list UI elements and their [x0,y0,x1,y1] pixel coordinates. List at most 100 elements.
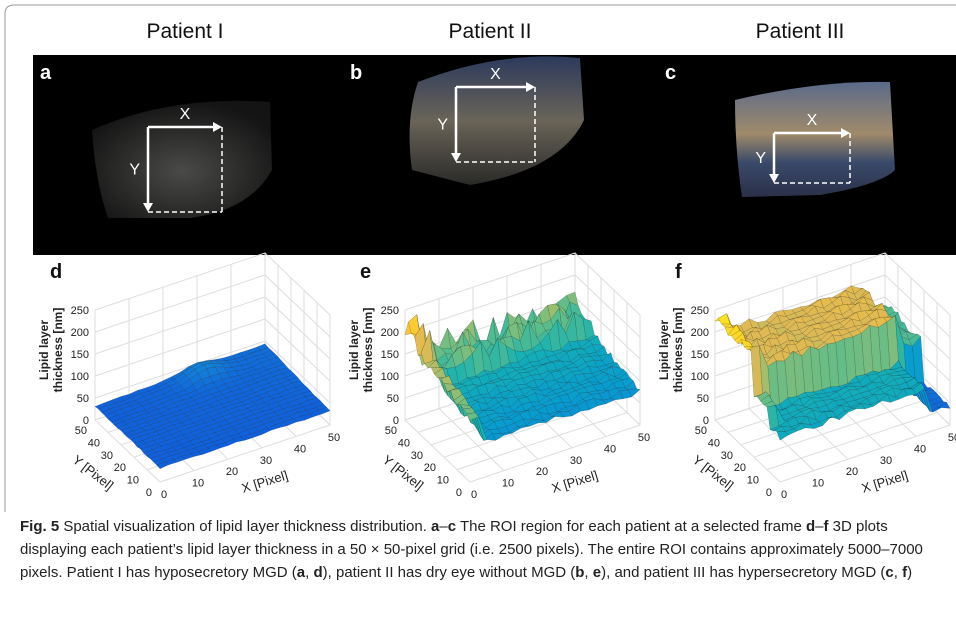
photo-y-label: Y [129,162,140,179]
caption-text: Spatial visualization of lipid layer thi… [59,518,431,535]
x-axis-title: X [Pixel] [860,467,910,495]
surface-plot: 0501001502002500102030405001020304050Y [… [37,253,340,501]
x-tick-label: 40 [604,443,616,455]
z-tick-label: 200 [381,327,399,339]
panel-title: Patient I [146,20,223,43]
x-tick-label: 50 [328,432,340,444]
photo-x-label: X [807,112,818,129]
surface-plot: 0501001502002500102030405001020304050Y [… [347,253,650,501]
caption-text: e [593,564,601,581]
x-tick-label: 40 [914,443,926,455]
y-tick-label: 50 [385,425,397,437]
z-tick-label: 200 [71,327,89,339]
y-tick-label: 30 [101,450,113,462]
surface-cell [718,314,730,324]
x-tick-label: 30 [260,455,272,467]
y-tick-label: 10 [747,475,759,487]
x-tick-label: 50 [948,432,956,444]
photo-y-label: Y [437,117,448,134]
panel-letter: f [675,261,682,283]
caption-text: , [584,564,592,581]
z-tick-label: 100 [691,371,709,383]
y-tick-label: 10 [437,475,449,487]
y-tick-label: 50 [695,425,707,437]
panel-title: Patient III [756,20,845,43]
z-axis-title: thickness [nm] [671,308,685,393]
panel-letter: b [350,62,362,84]
caption: Fig. 5 Spatial visualization of lipid la… [20,515,946,584]
page: {"panels": [ {"title": "Patient I", "pho… [0,0,956,620]
caption-text: The ROI region for each patient at a sel… [456,518,806,535]
x-tick-label: 20 [536,466,548,478]
caption-text: c [448,518,456,535]
y-tick-label: 0 [766,487,772,499]
y-tick-label: 20 [734,462,746,474]
z-tick-label: 150 [71,349,89,361]
surface-plot: 0501001502002500102030405001020304050Y [… [657,253,956,501]
caption-text: , [894,564,902,581]
z-axis-title: Lipid layer [657,320,671,380]
y-tick-label: 40 [708,437,720,449]
caption-text: – [815,518,823,535]
caption-text: ) [907,564,912,581]
caption-text: a [297,564,305,581]
x-axis-title: X [Pixel] [240,467,290,495]
panel-title: Patient II [449,20,532,43]
y-tick-label: 10 [127,475,139,487]
z-tick-label: 250 [71,305,89,317]
x-tick-label: 20 [846,466,858,478]
photo-x-label: X [180,106,191,123]
photo-y-label: Y [755,150,766,167]
z-tick-label: 100 [71,371,89,383]
x-tick-label: 40 [294,443,306,455]
x-tick-label: 0 [471,489,477,501]
y-tick-label: 50 [75,425,87,437]
caption-text: ), and patient III has hypersecretory MG… [601,564,885,581]
x-tick-label: 0 [781,489,787,501]
x-tick-label: 0 [161,489,167,501]
z-tick-label: 50 [387,393,399,405]
x-tick-label: 50 [638,432,650,444]
z-axis-title: Lipid layer [37,320,51,380]
y-tick-label: 20 [424,462,436,474]
grid-line [405,253,640,315]
y-tick-label: 40 [88,437,100,449]
grid-line [95,275,330,337]
grid-line [95,253,330,315]
caption-text: c [885,564,893,581]
x-tick-label: 20 [226,466,238,478]
x-tick-label: 10 [192,478,204,490]
panel-letter: a [40,62,52,84]
figure: Patient I a X Yd Patient II b X Ye Patient III c X… [0,0,956,512]
eye-photo [735,82,895,197]
z-axis-title: Lipid layer [347,320,361,380]
z-tick-label: 50 [697,393,709,405]
caption-text: – [439,518,447,535]
y-tick-label: 30 [721,450,733,462]
z-tick-label: 50 [77,393,89,405]
panel-letter: d [50,261,62,283]
caption-text: d [806,518,815,535]
z-tick-label: 150 [691,349,709,361]
y-tick-label: 30 [411,450,423,462]
x-tick-label: 30 [570,455,582,467]
x-tick-label: 30 [880,455,892,467]
y-tick-label: 20 [114,462,126,474]
y-tick-label: 0 [146,487,152,499]
x-tick-label: 10 [502,478,514,490]
z-axis-title: thickness [nm] [361,308,375,393]
caption-text: Fig. 5 [20,518,59,535]
y-tick-label: 0 [456,487,462,499]
panel-letter: c [665,62,676,84]
z-tick-label: 200 [691,327,709,339]
z-tick-label: 250 [381,305,399,317]
x-tick-label: 10 [812,478,824,490]
panel-letter: e [360,261,371,283]
grid-line [95,297,330,359]
z-tick-label: 250 [691,305,709,317]
y-tick-label: 40 [398,437,410,449]
z-tick-label: 150 [381,349,399,361]
z-tick-label: 100 [381,371,399,383]
x-axis-title: X [Pixel] [550,467,600,495]
z-axis-title: thickness [nm] [51,308,65,393]
